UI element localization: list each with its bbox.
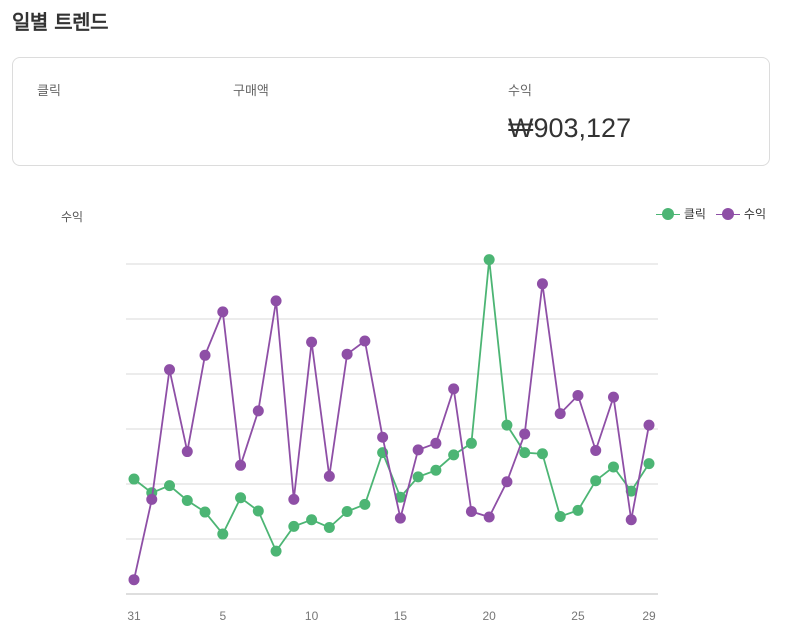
- data-point-revenue: [501, 476, 513, 488]
- legend-swatch-clicks: [655, 207, 680, 221]
- metric-purchase-amount: 구매액: [233, 80, 269, 113]
- data-point-revenue: [359, 335, 371, 347]
- data-point-clicks: [164, 480, 176, 492]
- data-point-clicks: [235, 492, 247, 504]
- data-point-revenue: [465, 506, 477, 517]
- data-point-clicks: [625, 485, 637, 497]
- data-point-clicks: [430, 464, 442, 476]
- x-tick-label: 20: [482, 609, 496, 623]
- data-point-revenue: [430, 437, 442, 449]
- data-point-clicks: [270, 545, 282, 557]
- data-point-clicks: [572, 504, 584, 516]
- data-point-revenue: [554, 408, 566, 420]
- data-point-clicks: [359, 498, 371, 510]
- legend-label: 클릭: [683, 207, 706, 221]
- metric-label: 클릭: [37, 84, 61, 99]
- x-tick-label: 10: [305, 609, 319, 623]
- data-point-clicks: [536, 448, 548, 460]
- data-point-revenue: [412, 444, 424, 456]
- data-point-clicks: [607, 461, 619, 473]
- legend-item-clicks[interactable]: 클릭: [655, 205, 706, 222]
- legend-item-revenue[interactable]: 수익: [715, 205, 766, 222]
- data-point-revenue: [483, 511, 495, 523]
- data-point-revenue: [306, 336, 318, 348]
- x-tick-label: 29: [642, 609, 656, 623]
- data-point-revenue: [394, 512, 406, 524]
- data-point-clicks: [394, 491, 406, 503]
- summary-card: 클릭 구매액 수익 ₩903,127: [12, 57, 770, 166]
- data-point-clicks: [448, 449, 460, 461]
- data-point-clicks: [199, 506, 211, 518]
- chart-legend: 클릭 수익: [655, 205, 766, 222]
- data-point-revenue: [288, 493, 300, 505]
- page-title: 일별 트렌드: [12, 10, 108, 34]
- metric-label: 수익: [508, 84, 532, 99]
- metric-clicks: 클릭: [37, 80, 61, 113]
- legend-label: 수익: [743, 207, 766, 221]
- metric-value: ₩903,127: [508, 113, 632, 143]
- data-point-clicks: [554, 510, 566, 522]
- data-point-revenue: [270, 295, 282, 307]
- data-point-clicks: [643, 458, 655, 470]
- data-point-revenue: [323, 470, 335, 482]
- data-point-clicks: [519, 447, 531, 459]
- data-point-revenue: [536, 278, 548, 290]
- legend-swatch-revenue: [715, 207, 740, 221]
- data-point-clicks: [252, 505, 264, 517]
- data-point-revenue: [146, 493, 158, 505]
- data-point-clicks: [306, 514, 318, 526]
- data-point-revenue: [625, 514, 637, 526]
- metric-revenue: 수익 ₩903,127: [508, 80, 631, 144]
- data-point-revenue: [643, 419, 655, 431]
- data-point-clicks: [341, 506, 353, 517]
- metric-label: 구매액: [233, 84, 269, 99]
- data-point-revenue: [448, 383, 460, 395]
- x-tick-label: 15: [394, 609, 408, 623]
- data-point-clicks: [288, 520, 300, 532]
- data-point-clicks: [323, 521, 335, 533]
- data-point-clicks: [412, 471, 424, 483]
- data-point-clicks: [590, 475, 602, 487]
- data-point-revenue: [252, 405, 264, 417]
- data-point-revenue: [341, 348, 353, 360]
- data-point-clicks: [483, 254, 495, 266]
- data-point-revenue: [590, 444, 602, 456]
- x-tick-label: 31: [127, 609, 141, 623]
- data-point-revenue: [607, 391, 619, 403]
- data-point-revenue: [377, 431, 389, 443]
- data-point-revenue: [199, 349, 211, 361]
- chart-y-axis-label: 수익: [61, 210, 84, 224]
- data-point-revenue: [235, 459, 247, 471]
- data-point-revenue: [164, 364, 176, 376]
- data-point-revenue: [519, 428, 531, 440]
- data-point-revenue: [572, 389, 584, 401]
- x-tick-label: 25: [571, 609, 585, 623]
- data-point-clicks: [465, 437, 477, 449]
- series-line-clicks: [133, 259, 650, 553]
- data-point-clicks: [217, 528, 229, 540]
- data-point-revenue: [181, 446, 193, 458]
- data-point-clicks: [128, 473, 140, 485]
- series-line-revenue: [133, 283, 650, 580]
- data-point-clicks: [501, 419, 513, 431]
- data-point-clicks: [181, 495, 193, 506]
- x-tick-label: 5: [219, 609, 226, 623]
- data-point-revenue: [217, 306, 229, 318]
- data-point-revenue: [128, 574, 140, 586]
